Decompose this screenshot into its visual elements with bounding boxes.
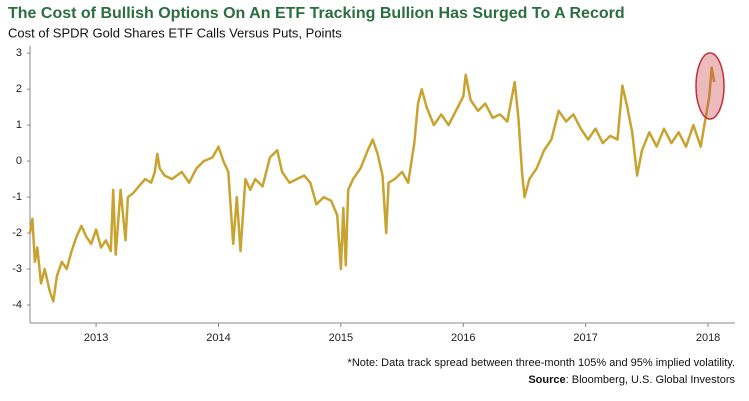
y-tick-label: -1 [12,191,22,203]
highlight-ellipse [695,52,725,120]
x-tick-label: 2018 [696,332,720,344]
source-label: Source [528,374,565,386]
x-tick-label: 2016 [451,332,475,344]
note: *Note: Data track spread between three-m… [348,357,735,369]
chart-title: The Cost of Bullish Options On An ETF Tr… [8,5,625,22]
y-tick-label: 2 [16,83,22,95]
x-tick-label: 2017 [573,332,597,344]
x-tick-label: 2014 [206,332,230,344]
y-tick-label: 3 [16,47,22,59]
y-tick-label: 0 [16,155,22,167]
y-tick-label: -2 [12,227,22,239]
y-tick-label: -4 [12,299,22,311]
source: Source: Bloomberg, U.S. Global Investors [528,374,735,386]
plot-area: 3 2 1 0 -1 -2 -3 -4 2013 2014 2015 2016 2017 2018 [12,46,735,344]
x-tick-label: 2013 [84,332,108,344]
source-text: : Bloomberg, U.S. Global Investors [566,374,736,386]
chart-subtitle: Cost of SPDR Gold Shares ETF Calls Versu… [8,25,342,40]
y-tick-label: 1 [16,119,22,131]
data-line [28,66,716,303]
y-tick-label: -3 [12,263,22,275]
x-tick-label: 2015 [329,332,353,344]
